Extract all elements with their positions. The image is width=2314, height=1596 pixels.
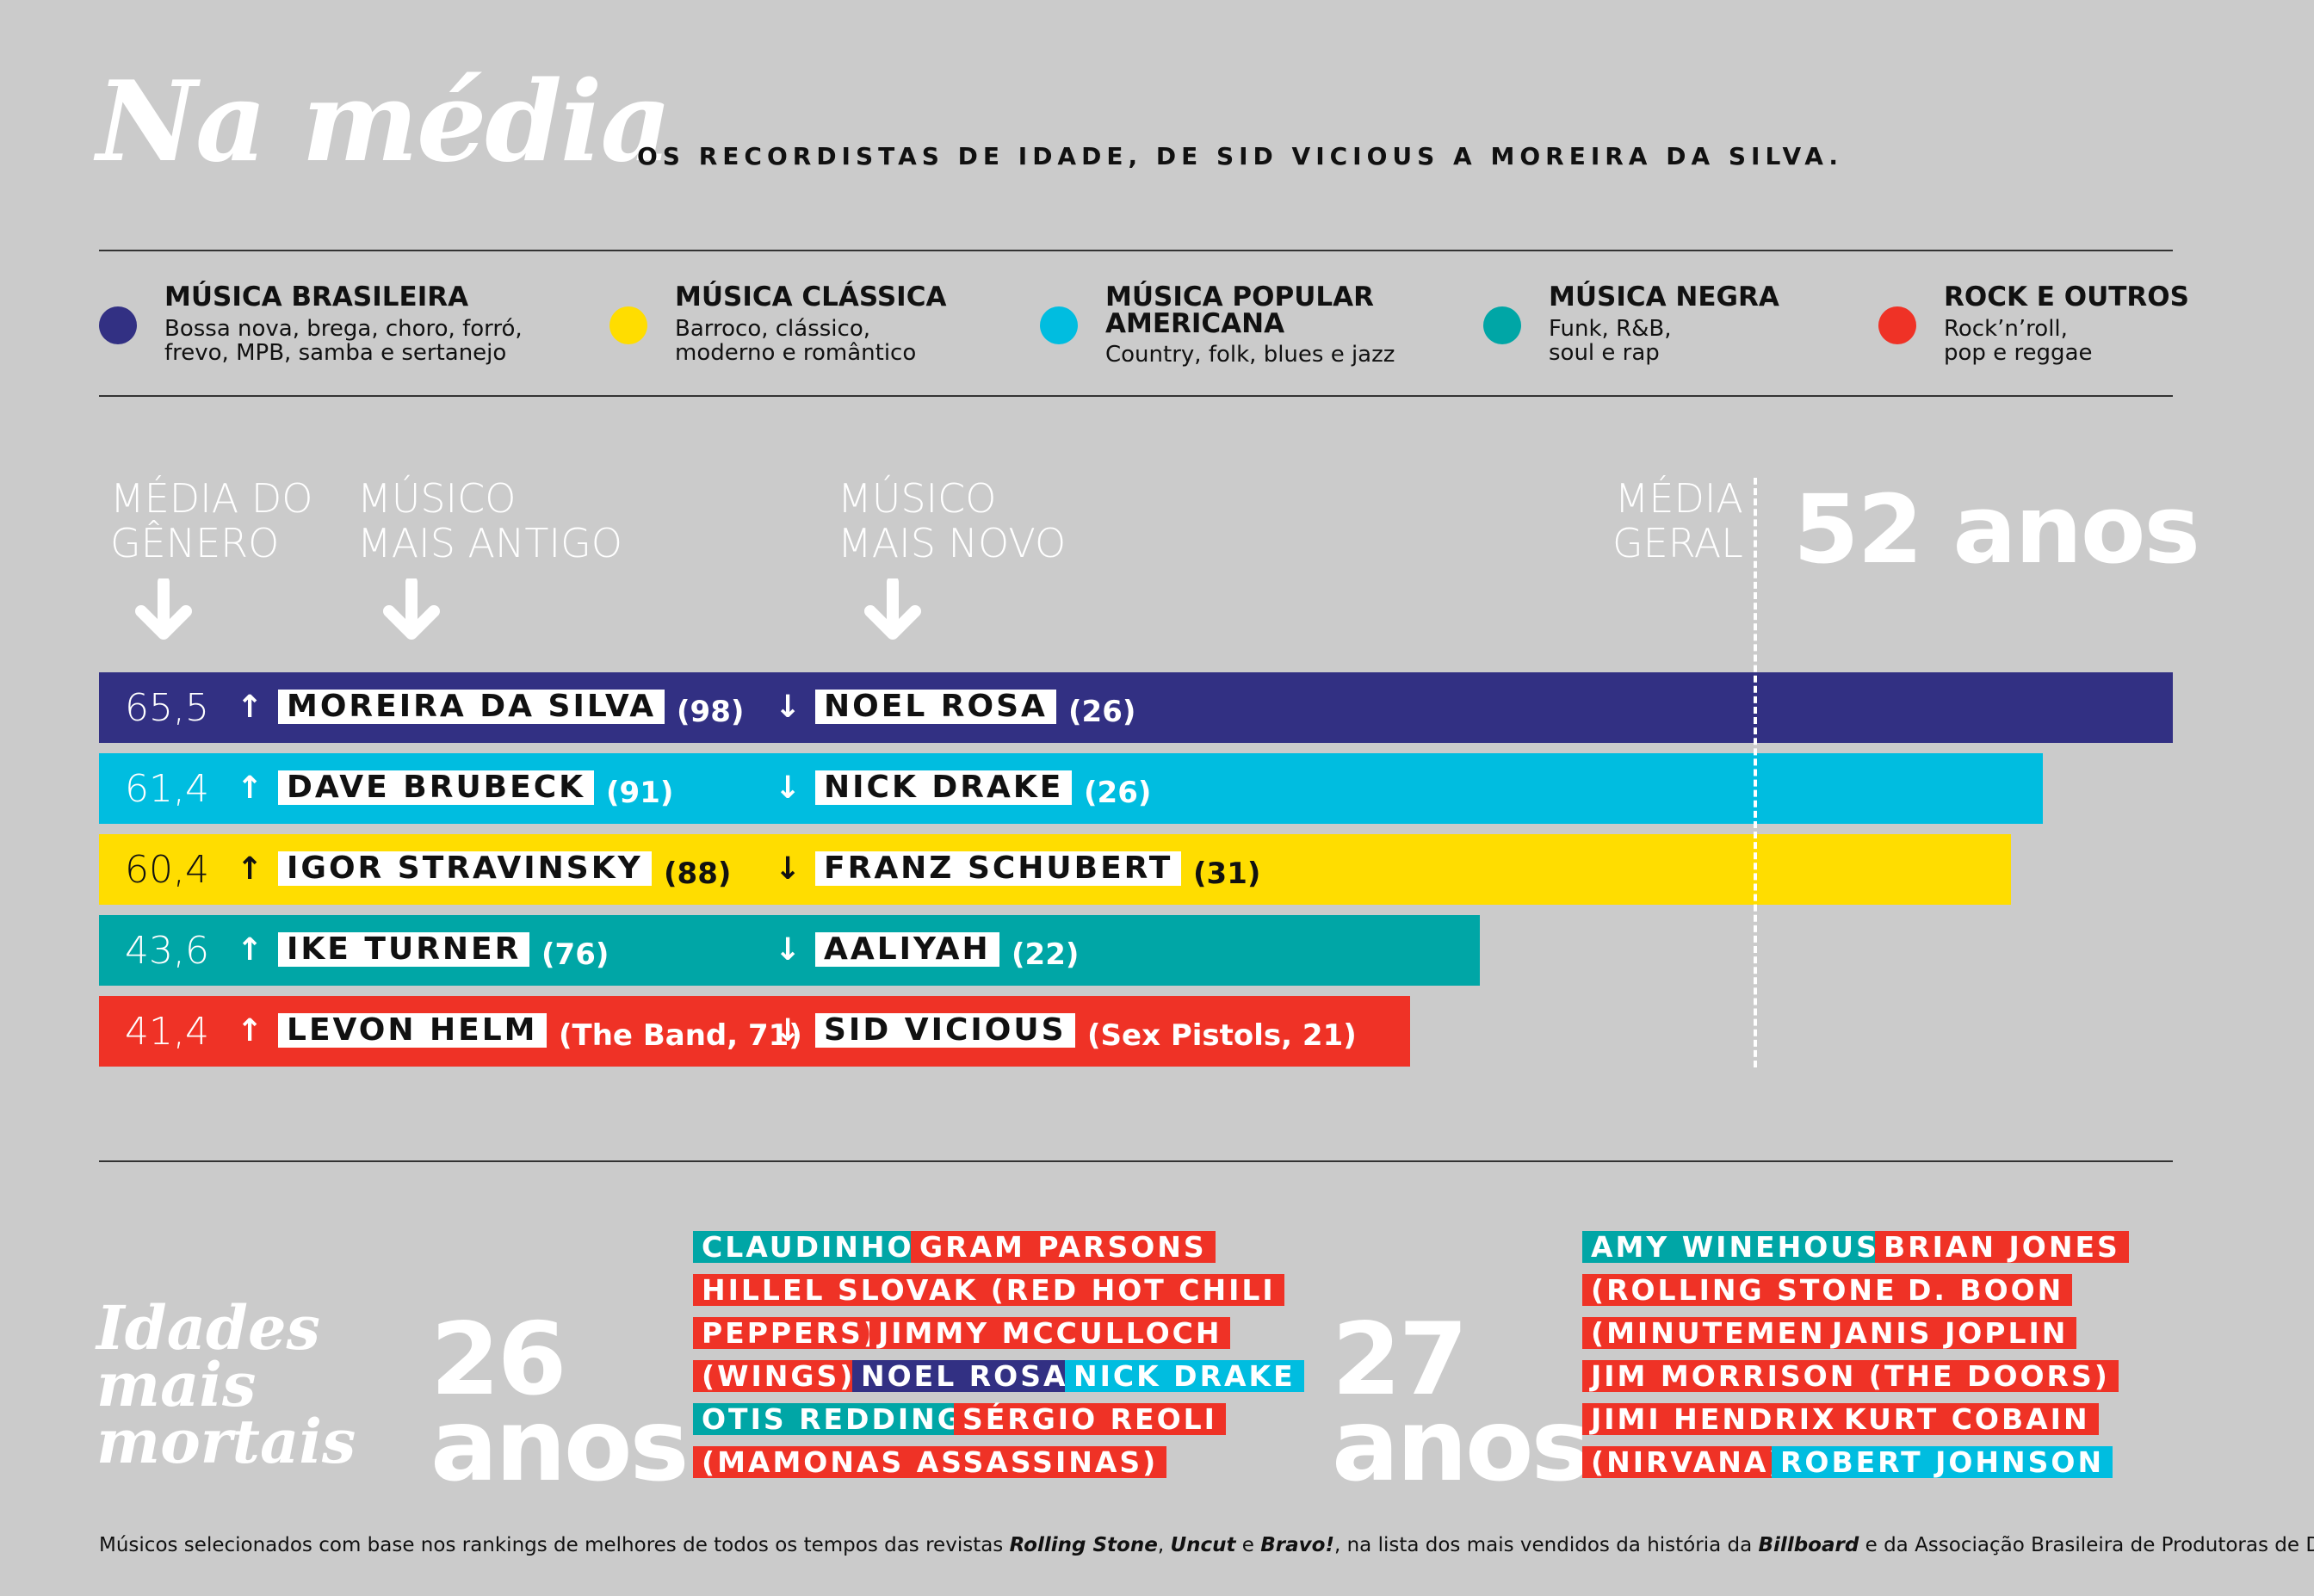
legend-dot-icon (1483, 306, 1521, 344)
musician-tag: (NIRVANA) (1582, 1446, 1793, 1478)
divider (99, 1160, 2173, 1162)
oldest-musician: DAVE BRUBECK (278, 770, 595, 805)
bar-average: 61,4 (125, 767, 209, 811)
legend-dot-icon (609, 306, 647, 344)
musician-tag: (ROLLING STONES) (1582, 1274, 1945, 1306)
bar-average: 60,4 (125, 848, 209, 892)
legend-desc: Country, folk, blues e jazz (1105, 342, 1395, 368)
musician-tag: D. BOON (1899, 1274, 2073, 1306)
arrow-down-icon (864, 578, 921, 640)
legend-desc: Rock’n’roll, pop e reggae (1944, 316, 2093, 366)
legend-dot-icon (1040, 306, 1078, 344)
bar-average: 41,4 (125, 1010, 209, 1054)
arrow-up-icon: ↑ (237, 851, 263, 887)
footer-note: Músicos selecionados com base nos rankin… (99, 1534, 2314, 1556)
musician-tag: PEPPERS) (693, 1317, 888, 1349)
musician-tag: JIM MORRISON (THE DOORS) (1582, 1360, 2119, 1392)
bar: 43,6 ↑ IKE TURNER (76) ↓ AALIYAH (22) (99, 915, 1480, 986)
arrow-down-icon (135, 578, 192, 640)
youngest-musician: SID VICIOUS (815, 1013, 1075, 1048)
musician-tag: CLAUDINHO (693, 1231, 923, 1263)
youngest-age: (26) (1068, 695, 1136, 729)
legend-dot-icon (99, 306, 137, 344)
legend-desc: Barroco, clássico, moderno e romântico (675, 316, 917, 366)
bar: 60,4 ↑ IGOR STRAVINSKY (88) ↓ FRANZ SCHUBERT (… (99, 834, 2011, 905)
musician-tag: SÉRGIO REOLI (954, 1403, 1226, 1435)
legend-title: MÚSICA POPULAR AMERICANA (1105, 281, 1374, 339)
overall-average-line (1754, 478, 1757, 1067)
age-27-label: 27 anos (1332, 1302, 1591, 1504)
arrow-up-icon: ↑ (237, 1013, 263, 1049)
legend-title: MÚSICA NEGRA (1549, 281, 1779, 312)
musician-tag: JIMI HENDRIX (1582, 1403, 1846, 1435)
bar: 61,4 ↑ DAVE BRUBECK (91) ↓ NICK DRAKE (26) (99, 753, 2043, 824)
divider (99, 395, 2173, 397)
oldest-age: (76) (541, 937, 609, 972)
musician-tag: NOEL ROSA (852, 1360, 1077, 1392)
youngest-age: (22) (1012, 937, 1080, 972)
col-head-youngest: MÚSICO MAIS NOVO (838, 475, 1067, 566)
arrow-down-icon: ↓ (775, 932, 801, 968)
oldest-musician: MOREIRA DA SILVA (278, 690, 665, 724)
arrow-up-icon: ↑ (237, 932, 263, 968)
oldest-age: (88) (664, 857, 732, 891)
legend-dot-icon (1878, 306, 1916, 344)
divider (99, 250, 2173, 251)
musician-tag: BRIAN JONES (1875, 1231, 2129, 1263)
musician-tag: HILLEL SLOVAK (RED HOT CHILI (693, 1274, 1284, 1306)
musician-tag: ROBERT JOHNSON (1772, 1446, 2113, 1478)
oldest-age: (91) (606, 776, 674, 810)
bar: 41,4 ↑ LEVON HELM (The Band, 71) ↓ SID VICIOU… (99, 996, 1410, 1067)
legend-title: ROCK E OUTROS (1944, 281, 2189, 312)
page-title: Na média (96, 58, 671, 187)
youngest-musician: AALIYAH (815, 932, 999, 967)
oldest-age: (The Band, 71) (559, 1018, 802, 1053)
musician-tag: (WINGS) (693, 1360, 864, 1392)
arrow-down-icon: ↓ (775, 770, 801, 806)
page-subtitle: OS RECORDISTAS DE IDADE, DE SID VICIOUS … (637, 142, 1844, 170)
col-head-avg: MÉDIA DO GÊNERO (110, 475, 313, 566)
bar-average: 43,6 (125, 929, 209, 973)
bar: 65,5 ↑ MOREIRA DA SILVA (98) ↓ NOEL ROSA (26) (99, 672, 2173, 743)
overall-average: 52 anos (1793, 474, 2200, 585)
bar-average: 65,5 (125, 686, 209, 730)
oldest-musician: LEVON HELM (278, 1013, 547, 1048)
oldest-musician: IGOR STRAVINSKY (278, 851, 652, 886)
arrow-down-icon: ↓ (775, 851, 801, 887)
legend-desc: Bossa nova, brega, choro, forró, frevo, … (164, 316, 523, 366)
youngest-age: (Sex Pistols, 21) (1087, 1018, 1357, 1053)
musician-tag: JANIS JOPLIN (1823, 1317, 2077, 1349)
musician-tag: AMY WINEHOUSE (1582, 1231, 1910, 1263)
legend-title: MÚSICA BRASILEIRA (164, 281, 469, 312)
musician-tag: (MAMONAS ASSASSINAS) (693, 1446, 1167, 1478)
arrow-up-icon: ↑ (237, 770, 263, 806)
musician-tag: OTIS REDDING (693, 1403, 972, 1435)
youngest-musician: FRANZ SCHUBERT (815, 851, 1182, 886)
youngest-age: (31) (1193, 857, 1261, 891)
youngest-musician: NOEL ROSA (815, 690, 1056, 724)
oldest-musician: IKE TURNER (278, 932, 530, 967)
legend-desc: Funk, R&B, soul e rap (1549, 316, 1672, 366)
musician-tag: KURT COBAIN (1835, 1403, 2099, 1435)
musician-tag: GRAM PARSONS (911, 1231, 1216, 1263)
legend-title: MÚSICA CLÁSSICA (675, 281, 947, 312)
col-head-overall: MÉDIA GERAL (1612, 475, 1743, 566)
deadliest-title: Idades mais mortais (96, 1292, 356, 1477)
oldest-age: (98) (677, 695, 745, 729)
age-26-label: 26 anos (430, 1302, 690, 1504)
musician-tag: JIMMY MCCULLOCH (869, 1317, 1231, 1349)
arrow-down-icon: ↓ (775, 690, 801, 725)
arrow-up-icon: ↑ (237, 690, 263, 725)
musician-tag: (MINUTEMEN) (1582, 1317, 1850, 1349)
youngest-musician: NICK DRAKE (815, 770, 1073, 805)
arrow-down-icon (383, 578, 440, 640)
musician-tag: NICK DRAKE (1065, 1360, 1304, 1392)
youngest-age: (26) (1084, 776, 1152, 810)
col-head-oldest: MÚSICO MAIS ANTIGO (357, 475, 622, 566)
arrow-down-icon: ↓ (775, 1013, 801, 1049)
